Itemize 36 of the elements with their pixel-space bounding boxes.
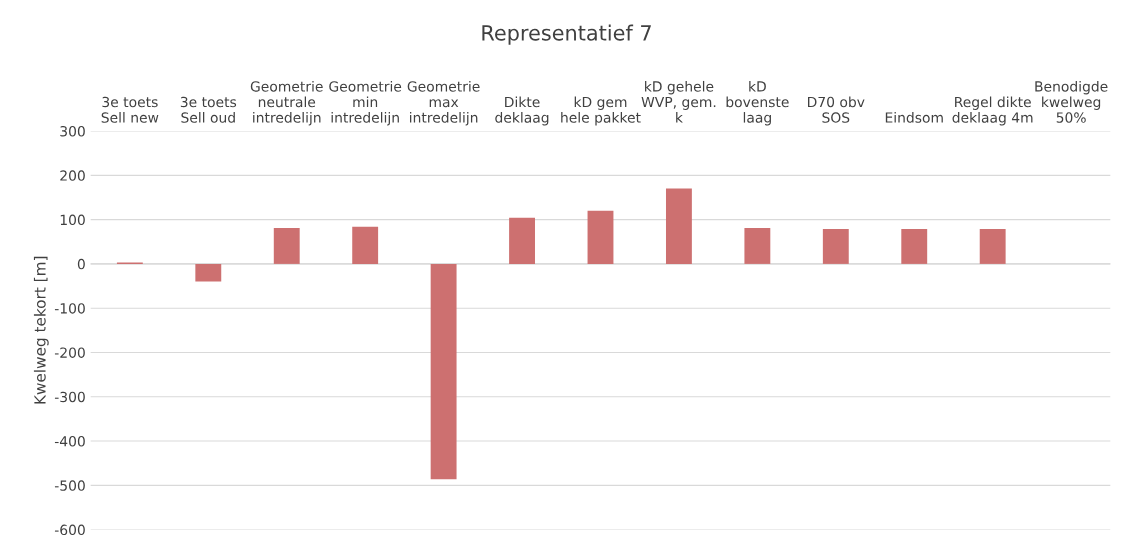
- bar: [273, 228, 300, 264]
- bar: [901, 228, 928, 264]
- x-tick-label: kD gehele WVP, gem. k: [641, 80, 716, 123]
- bar: [744, 228, 771, 264]
- x-tick-label: kD bovenste laag: [726, 80, 789, 126]
- y-tick-label: -300: [54, 391, 85, 403]
- y-tick-label: -500: [54, 480, 85, 491]
- y-axis-title: Kwelweg tekort [m]: [33, 256, 49, 404]
- x-tick-label: Benodigde kwelweg 50%: [1035, 80, 1108, 123]
- y-tick-label: 200: [60, 170, 85, 181]
- x-tick-label: 3e toets Sell oud: [180, 96, 237, 123]
- y-tick-label: -600: [54, 524, 85, 536]
- y-tick-label: 100: [60, 214, 85, 226]
- x-tick-label: Dikte deklaag: [495, 96, 549, 126]
- y-tick-label: -400: [54, 436, 85, 447]
- bar: [587, 210, 614, 264]
- y-tick-label: -200: [54, 347, 85, 358]
- bar: [195, 263, 222, 282]
- bar: [979, 228, 1006, 264]
- x-tick-label: kD gem hele pakket: [561, 96, 641, 126]
- x-tick-label: Regel dikte deklaag 4m: [952, 96, 1033, 126]
- x-tick-label: Eindsom: [885, 112, 943, 123]
- x-tick-label: Geometrie min intredelijn: [329, 80, 402, 126]
- y-tick-label: -100: [54, 303, 85, 314]
- y-tick-label: 300: [60, 126, 85, 137]
- x-tick-label: Geometrie max intredelijn: [407, 80, 480, 126]
- bar: [509, 217, 535, 264]
- bar: [822, 228, 849, 264]
- bar: [352, 226, 379, 264]
- chart-title: Representatief 7: [482, 24, 651, 45]
- x-tick-label: 3e toets Sell new: [101, 96, 159, 123]
- bar: [430, 263, 457, 480]
- x-tick-label: D70 obv SOS: [808, 96, 865, 123]
- x-tick-label: Geometrie neutrale intredelijn: [250, 80, 323, 126]
- bar: [665, 188, 692, 264]
- y-tick-label: 0: [77, 258, 85, 270]
